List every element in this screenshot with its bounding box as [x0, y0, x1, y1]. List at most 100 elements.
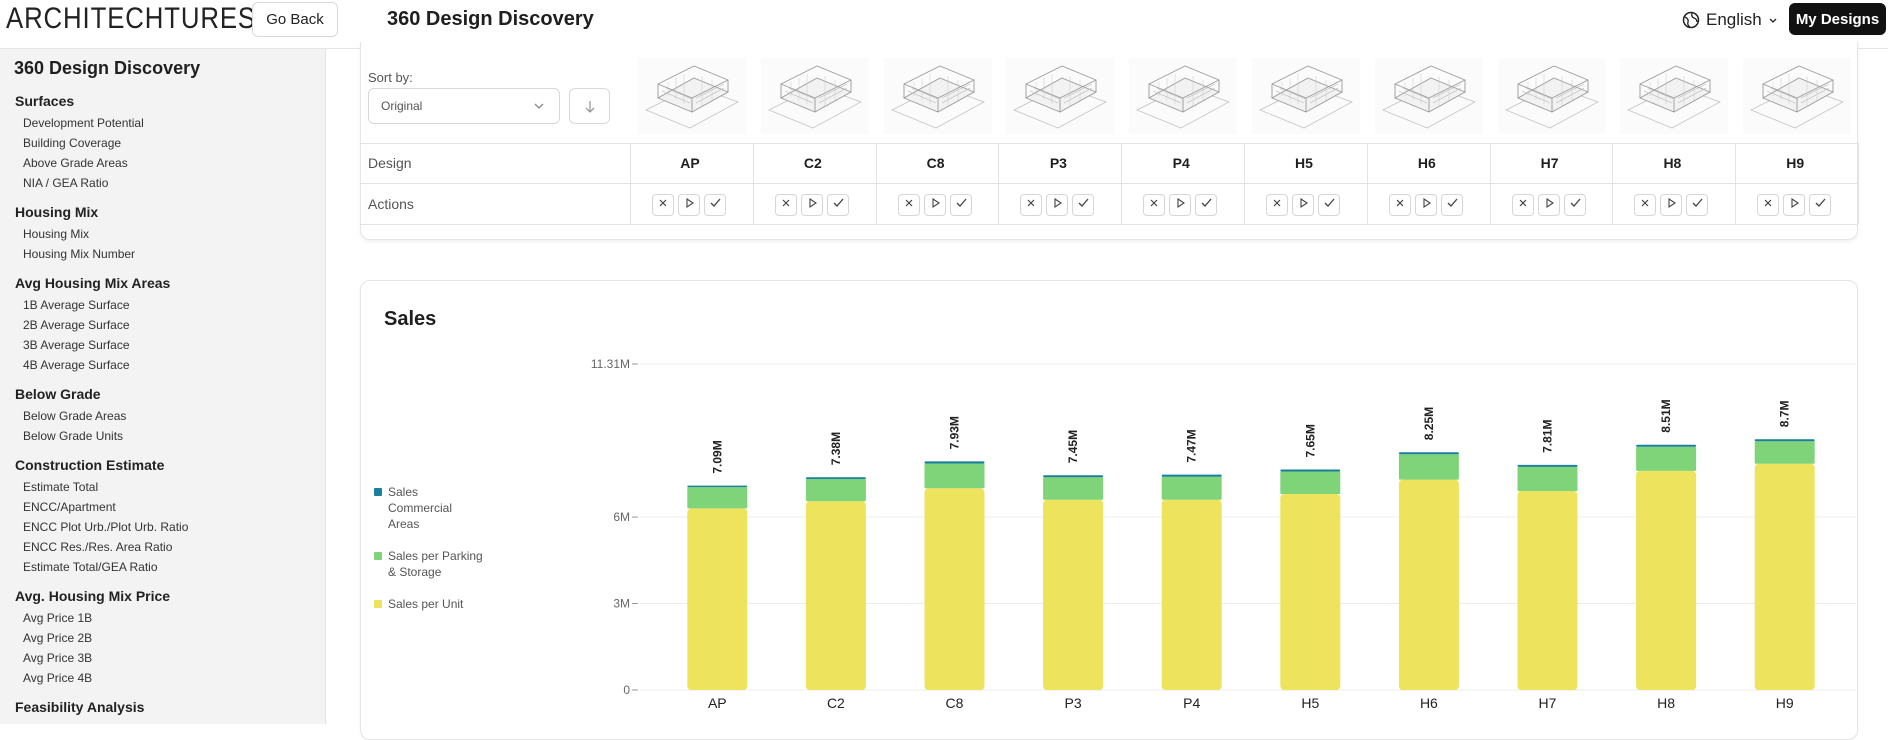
language-label: English — [1706, 10, 1762, 29]
remove-button[interactable] — [1388, 194, 1411, 216]
design-code: H9 — [1786, 155, 1805, 171]
legend-item-commercial[interactable]: Sales Commercial Areas — [374, 484, 468, 532]
bar-segment — [1043, 499, 1104, 690]
sidebar-item[interactable]: Avg Price 3B — [23, 651, 93, 665]
remove-button[interactable] — [1143, 194, 1166, 216]
design-thumbnail[interactable] — [1743, 58, 1852, 134]
sidebar-item[interactable]: Sales — [23, 722, 53, 724]
select-button[interactable] — [1440, 194, 1463, 216]
view-button[interactable] — [1660, 194, 1683, 216]
play-icon — [806, 196, 818, 214]
remove-button[interactable] — [897, 194, 920, 216]
sidebar-item[interactable]: Estimate Total/GEA Ratio — [23, 560, 158, 574]
design-thumbnail[interactable] — [1129, 58, 1238, 134]
sidebar-item[interactable]: Estimate Total — [23, 480, 99, 494]
design-actions — [1143, 194, 1223, 216]
top-bar: ARCHITECHTURES® Go Back 360 Design Disco… — [0, 0, 1888, 49]
sidebar-item[interactable]: Housing Mix — [23, 227, 90, 241]
view-button[interactable] — [678, 194, 700, 216]
sort-direction-button[interactable] — [569, 88, 610, 124]
design-thumbnail[interactable] — [1620, 58, 1729, 134]
table-divider — [360, 224, 1858, 225]
view-button[interactable] — [1783, 194, 1806, 216]
sidebar-item[interactable]: ENCC Plot Urb./Plot Urb. Ratio — [23, 520, 189, 534]
remove-button[interactable] — [1757, 194, 1780, 216]
design-thumbnail[interactable] — [1006, 58, 1115, 134]
sidebar-item[interactable]: Avg Price 1B — [23, 611, 93, 625]
select-button[interactable] — [704, 194, 726, 216]
sidebar-group-title[interactable]: Avg. Housing Mix Price — [15, 588, 171, 604]
sidebar-group-title[interactable]: Construction Estimate — [15, 457, 165, 473]
bar-segment — [1636, 470, 1697, 690]
select-button[interactable] — [1195, 194, 1218, 216]
design-thumbnail[interactable] — [1252, 58, 1360, 134]
sort-select[interactable]: Original — [368, 88, 560, 124]
select-button[interactable] — [1318, 194, 1340, 216]
bar-segment — [1398, 479, 1459, 690]
select-button[interactable] — [1686, 194, 1709, 216]
sidebar-item[interactable]: Avg Price 4B — [23, 671, 93, 685]
language-selector[interactable]: English — [1682, 6, 1778, 34]
view-button[interactable] — [1046, 194, 1069, 216]
view-button[interactable] — [1414, 194, 1437, 216]
sidebar-item[interactable]: 3B Average Surface — [23, 338, 130, 352]
sidebar-item[interactable]: 1B Average Surface — [23, 298, 130, 312]
design-actions — [1020, 194, 1100, 216]
remove-button[interactable] — [774, 194, 797, 216]
sidebar-group-title[interactable]: Avg Housing Mix Areas — [15, 275, 171, 291]
sidebar-item[interactable]: Below Grade Areas — [23, 409, 127, 423]
bar-segment — [1754, 463, 1815, 690]
sidebar-item[interactable]: NIA / GEA Ratio — [23, 176, 109, 190]
remove-button[interactable] — [1020, 194, 1043, 216]
close-icon — [1762, 196, 1774, 214]
logo[interactable]: ARCHITECHTURES® — [6, 2, 262, 36]
select-button[interactable] — [1563, 194, 1586, 216]
sidebar-group-title[interactable]: Surfaces — [15, 93, 75, 109]
sidebar: 360 Design Discovery Surfaces Development… — [0, 49, 326, 724]
sidebar-group-title[interactable]: Below Grade — [15, 386, 101, 402]
remove-button[interactable] — [652, 194, 674, 216]
sidebar-item[interactable]: Below Grade Units — [23, 429, 124, 443]
design-thumbnail[interactable] — [1497, 58, 1606, 134]
remove-button[interactable] — [1634, 194, 1657, 216]
sidebar-group-title[interactable]: Feasibility Analysis — [15, 699, 145, 715]
legend-item-unit[interactable]: Sales per Unit — [374, 596, 488, 612]
legend-item-parking[interactable]: Sales per Parking & Storage — [374, 548, 488, 580]
view-button[interactable] — [1169, 194, 1192, 216]
sidebar-item[interactable]: Development Potential — [23, 116, 144, 130]
table-divider — [360, 143, 1858, 144]
remove-button[interactable] — [1266, 194, 1288, 216]
select-button[interactable] — [1072, 194, 1095, 216]
sidebar-item[interactable]: Avg Price 2B — [23, 631, 93, 645]
view-button[interactable] — [800, 194, 823, 216]
sidebar-item[interactable]: 4B Average Surface — [23, 358, 130, 372]
table-column-divider — [1366, 143, 1368, 224]
my-designs-button[interactable]: My Designs — [1789, 3, 1886, 35]
view-button[interactable] — [923, 194, 946, 216]
sidebar-item[interactable]: ENCC Res./Res. Area Ratio — [23, 540, 173, 554]
bar-total-label: 7.09M — [710, 440, 724, 473]
check-icon — [832, 196, 844, 214]
sidebar-item[interactable]: Building Coverage — [23, 136, 122, 150]
sidebar-item[interactable]: Above Grade Areas — [23, 156, 128, 170]
select-button[interactable] — [1809, 194, 1832, 216]
remove-button[interactable] — [1511, 194, 1534, 216]
select-button[interactable] — [949, 194, 972, 216]
table-column-divider — [1858, 143, 1859, 224]
design-thumbnail[interactable] — [883, 58, 992, 134]
design-actions — [897, 194, 978, 216]
design-thumbnail[interactable] — [638, 58, 746, 134]
sidebar-group-title[interactable]: Housing Mix — [15, 204, 99, 220]
sidebar-item[interactable]: 2B Average Surface — [23, 318, 130, 332]
design-thumbnail[interactable] — [1374, 58, 1483, 134]
sidebar-item[interactable]: Housing Mix Number — [23, 247, 136, 261]
legend-label: Sales Commercial Areas — [388, 485, 453, 531]
view-button[interactable] — [1537, 194, 1560, 216]
design-actions — [1511, 194, 1592, 216]
y-tick-label: 3M — [613, 597, 630, 611]
select-button[interactable] — [826, 194, 849, 216]
sidebar-item[interactable]: ENCC/Apartment — [23, 500, 116, 514]
view-button[interactable] — [1292, 194, 1314, 216]
go-back-button[interactable]: Go Back — [252, 2, 338, 37]
design-thumbnail[interactable] — [760, 58, 869, 134]
